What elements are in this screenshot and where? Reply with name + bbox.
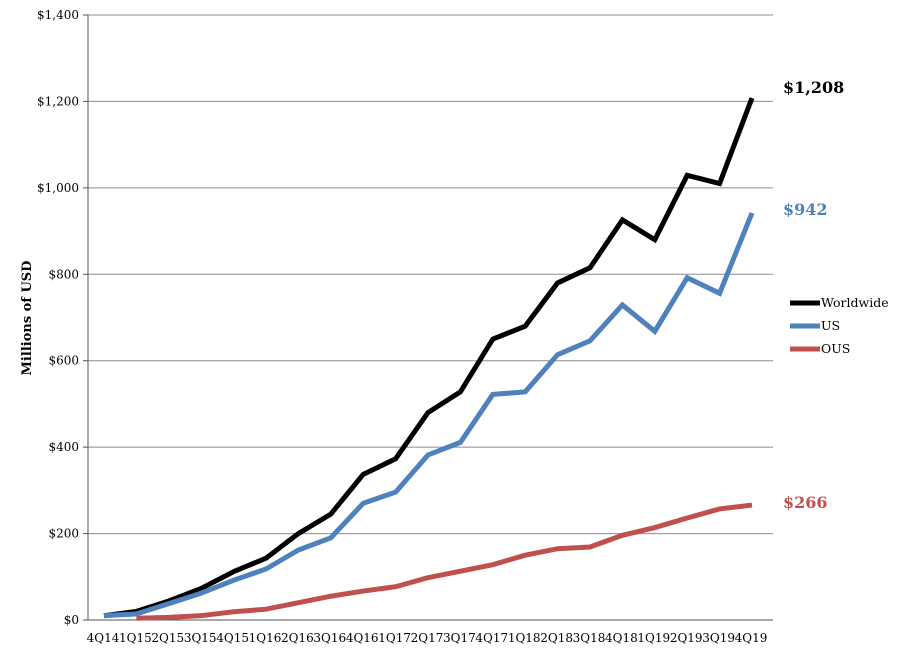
x-tick-label-3q16: 3Q16 — [313, 631, 346, 645]
series-lines — [103, 97, 755, 621]
x-tick-label-1q19: 1Q19 — [637, 631, 670, 645]
legend-label-ous: OUS — [821, 341, 850, 356]
legend: Worldwide US OUS — [790, 295, 889, 356]
x-tick-label-1q18: 1Q18 — [508, 631, 541, 645]
x-tick-labels: 4Q14 1Q15 2Q15 3Q15 4Q15 1Q16 2Q16 3Q16 4Q16 1Q17… — [87, 631, 768, 645]
x-tick-label-3q19: 3Q19 — [702, 631, 735, 645]
series-line-us — [103, 211, 755, 619]
x-tick-label-4q15: 4Q15 — [216, 631, 249, 645]
x-tick-label-2q18: 2Q18 — [540, 631, 573, 645]
x-tick-label-3q17: 3Q17 — [443, 631, 476, 645]
legend-label-worldwide: Worldwide — [821, 295, 889, 310]
y-axis-title: Millions of USD — [20, 261, 35, 376]
y-tick-label-1000: $1,000 — [37, 181, 79, 195]
y-tick-label-800: $800 — [48, 267, 79, 281]
x-tick-label-2q19: 2Q19 — [670, 631, 703, 645]
y-tick-label-400: $400 — [48, 440, 79, 454]
x-tick-label-4q19: 4Q19 — [735, 631, 768, 645]
x-tick-label-1q17: 1Q17 — [378, 631, 411, 645]
end-labels: $1,208 $942 $266 — [783, 78, 844, 512]
series-line-worldwide — [103, 97, 755, 619]
x-tick-label-1q16: 1Q16 — [249, 631, 282, 645]
y-tick-label-0: $0 — [64, 613, 79, 627]
end-label-us: $942 — [783, 200, 828, 219]
axes — [83, 14, 773, 621]
x-tick-label-2q16: 2Q16 — [281, 631, 314, 645]
x-tick-label-4q14: 4Q14 — [87, 631, 120, 645]
x-tick-label-3q18: 3Q18 — [573, 631, 606, 645]
x-tick-label-2q17: 2Q17 — [411, 631, 444, 645]
y-tick-label-600: $600 — [48, 354, 79, 368]
x-tick-label-2q15: 2Q15 — [151, 631, 184, 645]
x-tick-label-3q15: 3Q15 — [184, 631, 217, 645]
y-tick-label-1400: $1,400 — [37, 8, 79, 22]
x-tick-label-4q17: 4Q17 — [475, 631, 508, 645]
end-label-worldwide: $1,208 — [783, 78, 844, 97]
x-tick-label-4q16: 4Q16 — [346, 631, 379, 645]
x-tick-label-1q15: 1Q15 — [119, 631, 152, 645]
end-label-ous: $266 — [783, 493, 828, 512]
y-tick-labels: $0 $200 $400 $600 $800 $1,000 $1,200 $1,400 — [37, 8, 79, 627]
x-tick-label-4q18: 4Q18 — [605, 631, 638, 645]
y-tick-label-1200: $1,200 — [37, 94, 79, 108]
y-tick-label-200: $200 — [48, 527, 79, 541]
series-line-ous — [136, 502, 753, 621]
legend-label-us: US — [821, 318, 840, 333]
gridlines — [88, 14, 773, 535]
